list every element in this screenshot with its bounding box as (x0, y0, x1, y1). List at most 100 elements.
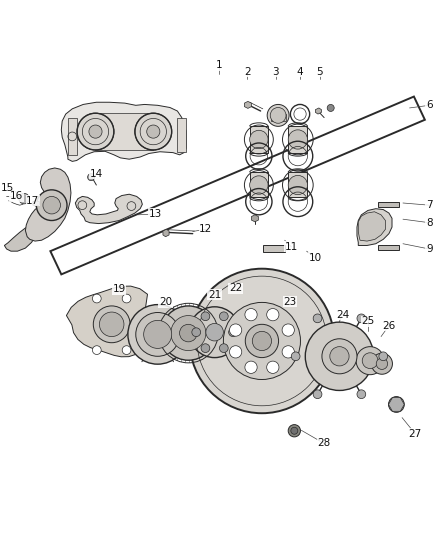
Polygon shape (251, 215, 258, 222)
Circle shape (122, 346, 131, 354)
Polygon shape (250, 126, 268, 152)
Circle shape (161, 306, 215, 360)
Text: 24: 24 (336, 310, 349, 320)
Polygon shape (288, 126, 307, 152)
Polygon shape (61, 102, 186, 161)
Circle shape (99, 312, 124, 336)
Circle shape (122, 294, 131, 303)
Circle shape (250, 176, 268, 194)
Circle shape (36, 190, 67, 221)
Text: 28: 28 (318, 439, 331, 448)
Circle shape (270, 108, 286, 123)
Text: 7: 7 (426, 200, 433, 210)
Text: 9: 9 (426, 244, 433, 254)
Text: 5: 5 (316, 67, 323, 77)
Circle shape (357, 314, 366, 323)
Text: 10: 10 (309, 253, 322, 263)
Circle shape (189, 307, 240, 358)
Text: 20: 20 (159, 297, 172, 308)
Circle shape (389, 397, 404, 413)
Circle shape (147, 125, 160, 138)
Polygon shape (177, 118, 186, 152)
Polygon shape (67, 286, 149, 357)
Text: 14: 14 (90, 168, 103, 179)
Circle shape (245, 309, 257, 321)
Text: 19: 19 (113, 284, 126, 294)
Text: 21: 21 (208, 290, 221, 300)
Polygon shape (75, 194, 142, 223)
Circle shape (201, 312, 210, 321)
Circle shape (379, 352, 388, 361)
Circle shape (282, 324, 294, 336)
Circle shape (171, 316, 206, 351)
Text: 25: 25 (361, 316, 374, 326)
Circle shape (230, 324, 242, 336)
Circle shape (288, 175, 307, 195)
Circle shape (291, 352, 300, 361)
Circle shape (245, 361, 257, 374)
Polygon shape (288, 172, 307, 197)
Circle shape (93, 306, 130, 343)
Circle shape (230, 346, 242, 358)
Circle shape (282, 346, 294, 358)
Circle shape (180, 324, 197, 342)
Circle shape (357, 390, 366, 399)
Polygon shape (244, 101, 251, 108)
Polygon shape (315, 108, 321, 114)
Text: 8: 8 (426, 217, 433, 228)
Circle shape (356, 346, 384, 375)
Polygon shape (378, 201, 399, 207)
Circle shape (322, 339, 357, 374)
Circle shape (144, 320, 172, 349)
Circle shape (206, 324, 223, 341)
Circle shape (201, 344, 210, 352)
Polygon shape (378, 246, 399, 250)
Circle shape (252, 332, 272, 351)
Text: 27: 27 (409, 429, 422, 439)
Circle shape (327, 104, 334, 111)
Text: 12: 12 (199, 224, 212, 235)
Circle shape (77, 113, 114, 150)
Polygon shape (389, 398, 404, 411)
Circle shape (128, 304, 187, 364)
Polygon shape (358, 212, 385, 241)
Circle shape (371, 353, 392, 374)
Circle shape (89, 125, 102, 138)
Polygon shape (4, 226, 37, 251)
Text: 17: 17 (26, 196, 39, 206)
Circle shape (192, 328, 201, 336)
Polygon shape (25, 168, 71, 241)
Circle shape (291, 427, 298, 434)
Circle shape (288, 425, 300, 437)
Text: 23: 23 (283, 296, 297, 306)
Polygon shape (250, 172, 268, 197)
Text: 13: 13 (149, 209, 162, 219)
Circle shape (305, 322, 374, 391)
Circle shape (267, 361, 279, 374)
Polygon shape (33, 201, 39, 206)
Circle shape (313, 390, 322, 399)
Polygon shape (263, 246, 285, 253)
Text: 4: 4 (297, 67, 304, 77)
Circle shape (267, 104, 289, 126)
Text: 3: 3 (272, 67, 279, 77)
Circle shape (362, 353, 378, 368)
Polygon shape (271, 114, 286, 121)
Circle shape (267, 309, 279, 321)
Polygon shape (357, 209, 392, 246)
Text: 15: 15 (1, 183, 14, 192)
Circle shape (245, 324, 279, 358)
Polygon shape (68, 118, 77, 155)
Polygon shape (163, 229, 169, 237)
Circle shape (92, 346, 101, 354)
Polygon shape (95, 113, 153, 150)
Circle shape (229, 328, 237, 336)
Text: 2: 2 (244, 67, 251, 77)
Circle shape (19, 193, 29, 204)
Circle shape (43, 197, 60, 214)
Text: 22: 22 (229, 284, 242, 293)
Circle shape (92, 294, 101, 303)
Circle shape (376, 358, 388, 369)
Circle shape (88, 174, 95, 181)
Text: 1: 1 (215, 60, 223, 70)
